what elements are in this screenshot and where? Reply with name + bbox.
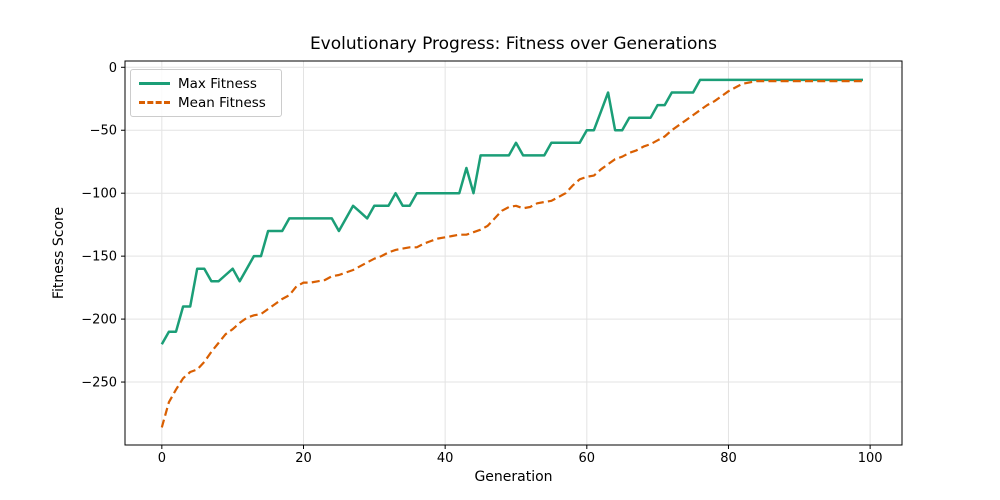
y-tick-label: −150: [81, 250, 117, 265]
x-tick-label: 60: [579, 451, 596, 466]
y-axis-label: Fitness Score: [51, 206, 67, 300]
y-tick-label: −250: [81, 376, 117, 391]
legend-label-mean: Mean Fitness: [178, 94, 266, 111]
legend-entry-mean: Mean Fitness: [139, 93, 269, 112]
chart-title: Evolutionary Progress: Fitness over Gene…: [309, 34, 718, 54]
legend-label-max: Max Fitness: [178, 75, 257, 92]
y-tick-label: −100: [81, 187, 117, 202]
mean-fitness-line-sample: [139, 101, 170, 104]
mean-fitness-line: [160, 80, 863, 428]
x-tick-label: 80: [720, 451, 737, 466]
x-tick-label: 40: [437, 451, 454, 466]
y-tick-label: −200: [81, 313, 117, 328]
max-fitness-line-sample: [139, 82, 170, 85]
legend: Max Fitness Mean Fitness: [130, 69, 282, 117]
y-tick-label: −50: [90, 124, 117, 139]
legend-entry-max: Max Fitness: [139, 74, 269, 93]
max-fitness-line: [160, 78, 863, 345]
plot-border: [124, 60, 903, 446]
x-tick-label: 100: [858, 451, 883, 466]
x-tick-label: 20: [295, 451, 312, 466]
y-tick-label: 0: [109, 61, 117, 76]
x-tick-label: 0: [158, 451, 166, 466]
x-axis-label: Generation: [474, 469, 553, 485]
